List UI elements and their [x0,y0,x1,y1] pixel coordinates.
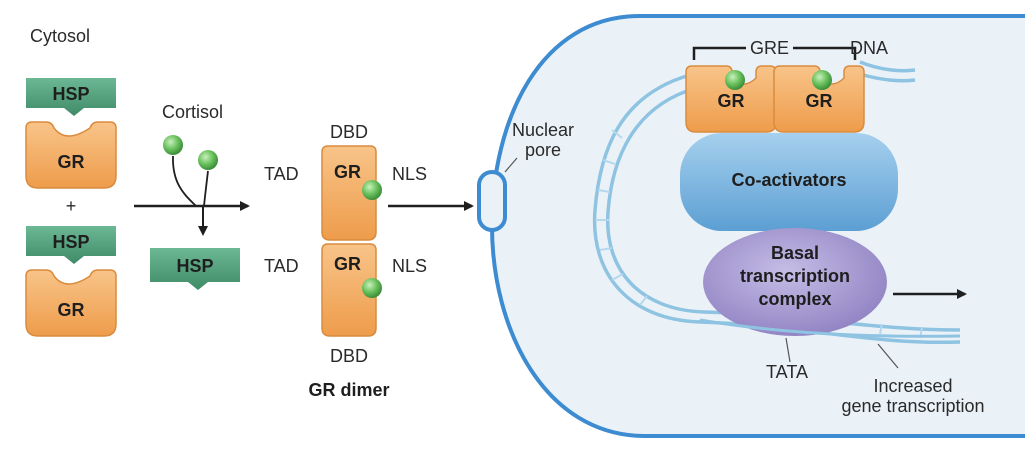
basal-transcription-complex [703,228,887,336]
increased-transcription-label: Increased gene transcription [841,376,985,416]
dna-label: DNA [850,38,889,58]
gr-bottom-label: GR [57,300,85,320]
cortisol-bound-left [725,70,745,90]
cortisol-curve-2 [203,170,209,207]
tad-bottom-label: TAD [264,256,299,276]
cortisol-molecule-1 [163,135,183,155]
gr-on-dna-right-label: GR [805,91,833,111]
released-hsp-label: HSP [176,256,214,276]
increased-transcription-pointer [877,343,899,369]
tata-label: TATA [766,362,808,382]
dna-front-strand [699,318,961,338]
plus-sign: + [65,196,77,216]
hsp-gr-complex-bottom [25,226,117,337]
hsp-bottom [26,226,116,264]
released-hsp [150,248,240,290]
dbd-bottom-label: DBD [329,346,368,366]
tad-top-label: TAD [264,164,299,184]
basal-complex-label: Basal transcription complex [739,243,850,309]
gr-top [25,121,117,189]
gr-dimer-label: GR dimer [308,380,390,400]
cytosol-label: Cytosol [30,26,91,46]
cortisol-curve-1 [172,155,197,207]
dbd-top-label: DBD [329,122,368,142]
cortisol-molecule-2 [198,150,218,170]
gr-on-dna-left [685,65,777,133]
hsp-gr-complex-top [25,78,117,189]
gr-dimer-top-label: GR [334,162,361,182]
coactivators-label: Co-activators [731,170,847,190]
hsp-bottom-label: HSP [52,232,90,252]
cortisol-label: Cortisol [162,102,224,122]
coactivators-complex [680,133,898,231]
nuclear-pore-pointer [504,157,518,173]
gr-dimer-top [321,145,377,241]
gr-dimer-bottom-label: GR [334,254,361,274]
gr-bottom [25,269,117,337]
nls-top-label: NLS [392,164,428,184]
gr-top-label: GR [57,152,85,172]
nuclear-pore-shape [477,170,507,232]
tata-pointer [785,337,791,363]
gre-label: GRE [746,38,794,58]
cortisol-on-dimer-bottom [362,278,382,298]
gr-dimer-bottom [321,243,377,337]
hsp-top-label: HSP [52,84,90,104]
cortisol-on-dimer-top [362,180,382,200]
gr-on-dna-left-label: GR [717,91,745,111]
nls-bottom-label: NLS [392,256,428,276]
gr-on-dna-right [773,65,865,133]
hsp-top [26,78,116,116]
nuclear-pore-label: Nuclear pore [511,120,575,160]
cortisol-bound-right [812,70,832,90]
